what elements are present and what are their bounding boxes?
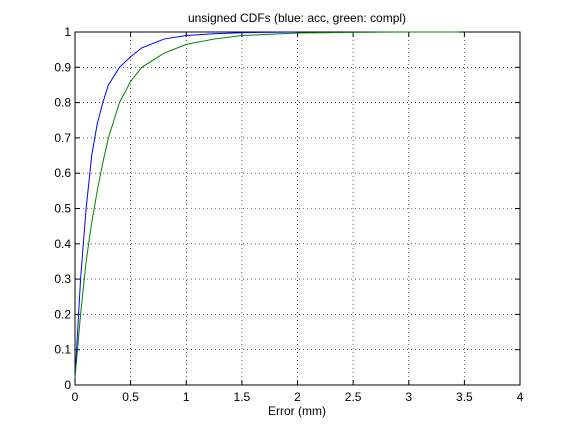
x-axis-label: Error (mm) xyxy=(268,404,326,418)
y-tick-label: 0.1 xyxy=(54,343,71,357)
y-tick-label: 0 xyxy=(64,378,71,392)
x-tick-label: 2 xyxy=(294,390,301,404)
x-tick-label: 0 xyxy=(72,390,79,404)
x-tick-label: 3.5 xyxy=(456,390,473,404)
x-tick-label: 1.5 xyxy=(234,390,251,404)
y-tick-label: 0.8 xyxy=(54,96,71,110)
x-tick-label: 0.5 xyxy=(122,390,139,404)
chart-title: unsigned CDFs (blue: acc, green: compl) xyxy=(188,11,406,25)
data-line xyxy=(74,31,298,378)
y-tick-label: 0.6 xyxy=(54,166,71,180)
x-tick-label: 2.5 xyxy=(345,390,362,404)
x-tick-label: 4 xyxy=(517,390,524,404)
y-tick-label: 0.5 xyxy=(54,202,71,216)
y-tick-label: 0.9 xyxy=(54,60,71,74)
x-tick-label: 3 xyxy=(405,390,412,404)
y-tick-label: 0.3 xyxy=(54,272,71,286)
data-line xyxy=(74,31,459,378)
x-tick-label: 1 xyxy=(183,390,190,404)
y-tick-label: 0.7 xyxy=(54,131,71,145)
y-tick-label: 0.2 xyxy=(54,307,71,321)
y-tick-label: 0.4 xyxy=(54,237,71,251)
y-tick-label: 1 xyxy=(64,25,71,39)
